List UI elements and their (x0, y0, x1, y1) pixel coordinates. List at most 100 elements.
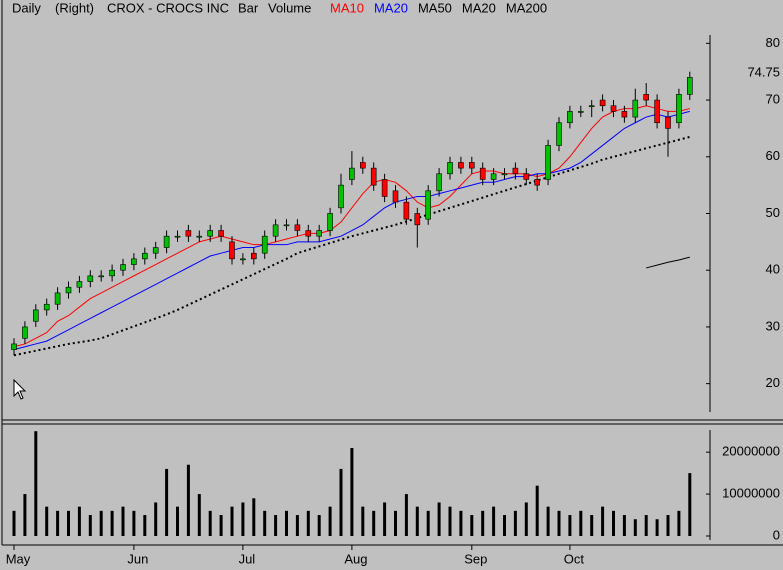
x-tick-label: Oct (564, 551, 585, 566)
y-tick-label: 50 (766, 205, 780, 220)
volume-tick-label: 0 (773, 527, 780, 542)
candle-body (131, 258, 137, 265)
volume-bar (633, 519, 637, 536)
volume-bar (361, 506, 365, 536)
volume-bar (295, 515, 299, 536)
volume-bar (143, 515, 147, 536)
candle-body (163, 235, 170, 248)
volume-bar (448, 506, 452, 536)
volume-bar (492, 506, 496, 536)
candle-body (120, 264, 126, 271)
candle-body (218, 230, 224, 237)
volume-bar (568, 515, 572, 536)
volume-bar (503, 515, 506, 536)
x-tick-label: Jul (239, 551, 256, 566)
volume-bar (154, 502, 158, 536)
volume-bar (165, 468, 169, 536)
candle-body (686, 77, 693, 95)
volume-bar (77, 506, 81, 536)
candle-body (109, 269, 115, 277)
candle-body (577, 111, 584, 113)
volume-bar (404, 494, 408, 536)
candle-body (632, 99, 639, 118)
candle-body (490, 173, 497, 180)
candle-body (174, 235, 181, 238)
volume-bar (601, 506, 605, 536)
y-tick-label: 70 (766, 91, 780, 106)
candle-body (676, 94, 682, 124)
legend-entry: MA20 (374, 0, 408, 15)
candle-body (76, 281, 83, 288)
volume-bar (415, 506, 419, 536)
y-tick-label: 60 (766, 148, 780, 163)
volume-bar (186, 464, 190, 536)
candle-body (65, 286, 72, 294)
candle-body (316, 230, 323, 237)
candle-body (283, 224, 290, 227)
volume-bar (470, 515, 474, 536)
candle-body (447, 162, 453, 175)
scale-side: (Right) (55, 0, 94, 15)
candle-body (349, 167, 355, 180)
chart-title: CROX - CROCS INC (107, 0, 229, 15)
volume-bar (34, 431, 38, 536)
candle-body (359, 162, 366, 169)
y-tick-label: 20 (766, 375, 780, 390)
volume-bar (339, 468, 343, 536)
volume-bar (590, 515, 594, 536)
volume-bar (219, 515, 223, 536)
candle-body (370, 167, 377, 186)
bar-style: Bar (238, 0, 259, 15)
candle-body (523, 173, 530, 180)
y-tick-label: 30 (766, 318, 780, 333)
volume-bar (612, 510, 615, 536)
volume-bar (285, 510, 288, 536)
volume-bar (655, 519, 659, 536)
candle-body (87, 275, 94, 282)
candle-body (425, 190, 432, 220)
candle-body (229, 241, 235, 260)
moving-average-line (13, 110, 690, 351)
candle-body (11, 343, 17, 350)
volume-bar (45, 506, 49, 536)
legend-entry: MA50 (418, 0, 452, 15)
candle-body (436, 173, 442, 192)
volume-bar (383, 502, 387, 536)
candle-body (458, 162, 464, 169)
volume-bar (99, 510, 103, 536)
legend-entry: MA200 (506, 0, 547, 15)
candle-body (240, 258, 246, 261)
volume-bar (230, 506, 234, 536)
volume-tick-label: 10000000 (722, 486, 780, 501)
volume-bar (688, 473, 692, 536)
moving-average-line (13, 105, 690, 348)
period: Daily (12, 0, 41, 15)
candle-body (468, 162, 475, 169)
candle-body (414, 213, 421, 226)
candle-body (32, 309, 39, 322)
volume-bar (426, 510, 430, 536)
volume-bar (208, 510, 212, 536)
candle-body (98, 275, 104, 278)
volume-bar (23, 494, 27, 536)
candle-body (142, 252, 148, 260)
volume-bar (524, 502, 528, 536)
candle-body (643, 94, 650, 101)
volume-bar (666, 515, 670, 536)
x-tick-label: Jun (127, 551, 148, 566)
candle-body (392, 190, 399, 203)
candle-body (43, 303, 50, 311)
candle-body (272, 224, 279, 237)
x-tick-label: Aug (344, 551, 367, 566)
candle-body (338, 184, 344, 209)
candle-body (185, 230, 192, 237)
candle-body (654, 99, 660, 124)
volume-bar (121, 506, 125, 536)
candle-body (152, 247, 159, 254)
candle-body (501, 173, 508, 176)
volume-bar (513, 510, 517, 536)
volume-bar (459, 510, 463, 536)
volume-bar (677, 510, 681, 536)
volume-bar (132, 510, 136, 536)
